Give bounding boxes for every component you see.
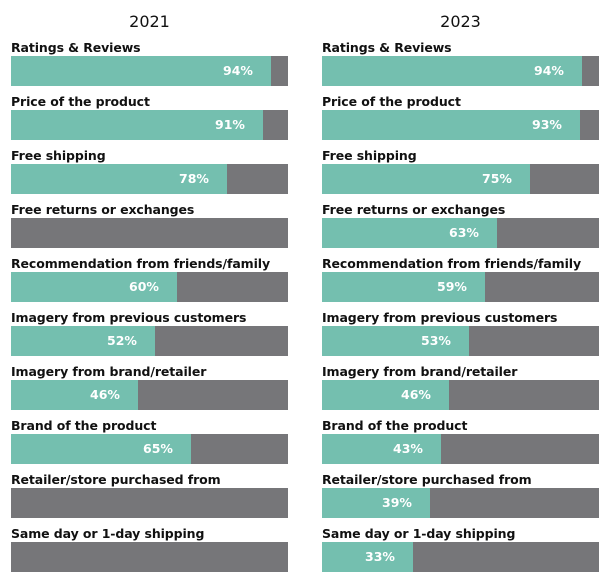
bar-row: Recommendation from friends/family 60% — [11, 254, 288, 308]
bar-track: 63% — [322, 218, 599, 248]
bar-fill — [11, 272, 177, 302]
category-label: Free returns or exchanges — [322, 202, 506, 217]
bar-track: 75% — [322, 164, 599, 194]
bar-row: Imagery from previous customers 53% — [322, 308, 599, 362]
bar-row: Ratings & Reviews 94% — [11, 38, 288, 92]
value-label: 63% — [449, 225, 479, 240]
category-label: Brand of the product — [322, 418, 468, 433]
value-label: 39% — [382, 495, 412, 510]
category-label: Recommendation from friends/family — [322, 256, 582, 271]
value-label: 94% — [223, 63, 253, 78]
category-label: Retailer/store purchased from — [322, 472, 532, 487]
bar-row: Free returns or exchanges — [11, 200, 288, 254]
category-label: Ratings & Reviews — [11, 40, 141, 55]
bar-fill — [322, 110, 580, 140]
category-label: Same day or 1-day shipping — [322, 526, 516, 541]
bar-track — [11, 488, 288, 518]
bar-fill — [11, 434, 191, 464]
value-label: 94% — [534, 63, 564, 78]
bar-track: 65% — [11, 434, 288, 464]
bar-track: 59% — [322, 272, 599, 302]
category-label: Brand of the product — [11, 418, 157, 433]
value-label: 46% — [401, 387, 431, 402]
value-label: 65% — [143, 441, 173, 456]
bar-track: 39% — [322, 488, 599, 518]
category-label: Ratings & Reviews — [322, 40, 452, 55]
value-label: 59% — [437, 279, 467, 294]
bar-fill — [322, 272, 485, 302]
bar-track: 94% — [11, 56, 288, 86]
bar-row: Ratings & Reviews 94% — [322, 38, 599, 92]
value-label: 91% — [215, 117, 245, 132]
category-label: Imagery from previous customers — [322, 310, 558, 325]
category-label: Free shipping — [322, 148, 417, 163]
bar-fill — [322, 434, 441, 464]
bar-fill — [322, 542, 413, 572]
bar-row: Imagery from previous customers 52% — [11, 308, 288, 362]
bar-row: Same day or 1-day shipping — [11, 524, 288, 578]
category-label: Same day or 1-day shipping — [11, 526, 205, 541]
bar-row: Free shipping 78% — [11, 146, 288, 200]
value-label: 78% — [179, 171, 209, 186]
category-label: Imagery from brand/retailer — [11, 364, 207, 379]
category-label: Price of the product — [322, 94, 461, 109]
chart-title-2021: 2021 — [129, 12, 170, 31]
bar-track — [11, 542, 288, 572]
value-label: 53% — [421, 333, 451, 348]
bar-track: 43% — [322, 434, 599, 464]
bar-fill — [322, 488, 430, 518]
bar-row: Brand of the product 43% — [322, 416, 599, 470]
bar-track: 94% — [322, 56, 599, 86]
category-label: Imagery from brand/retailer — [322, 364, 518, 379]
bar-fill — [11, 380, 138, 410]
bar-fill — [11, 164, 227, 194]
value-label: 52% — [107, 333, 137, 348]
bar-fill — [11, 110, 263, 140]
value-label: 43% — [393, 441, 423, 456]
bar-row: Price of the product 91% — [11, 92, 288, 146]
bar-track: 91% — [11, 110, 288, 140]
bar-row: Imagery from brand/retailer 46% — [322, 362, 599, 416]
bar-fill — [322, 56, 582, 86]
bar-row: Retailer/store purchased from — [11, 470, 288, 524]
bar-track: 33% — [322, 542, 599, 572]
bar-row: Recommendation from friends/family 59% — [322, 254, 599, 308]
value-label: 93% — [532, 117, 562, 132]
bar-track: 46% — [322, 380, 599, 410]
bar-track: 93% — [322, 110, 599, 140]
chart-title-2023: 2023 — [440, 12, 481, 31]
value-label: 33% — [365, 549, 395, 564]
bar-row: Free shipping 75% — [322, 146, 599, 200]
bar-row: Price of the product 93% — [322, 92, 599, 146]
bar-fill — [11, 326, 155, 356]
bar-track — [11, 218, 288, 248]
category-label: Imagery from previous customers — [11, 310, 247, 325]
bar-row: Brand of the product 65% — [11, 416, 288, 470]
bar-fill — [322, 164, 530, 194]
bar-row: Same day or 1-day shipping 33% — [322, 524, 599, 578]
bar-fill — [11, 56, 271, 86]
bar-row: Free returns or exchanges 63% — [322, 200, 599, 254]
bar-fill — [322, 380, 449, 410]
value-label: 46% — [90, 387, 120, 402]
category-label: Retailer/store purchased from — [11, 472, 221, 487]
bar-track: 52% — [11, 326, 288, 356]
value-label: 60% — [129, 279, 159, 294]
bar-row: Imagery from brand/retailer 46% — [11, 362, 288, 416]
category-label: Price of the product — [11, 94, 150, 109]
bar-list-2021: Ratings & Reviews 94% Price of the product… — [11, 38, 288, 578]
bar-track: 78% — [11, 164, 288, 194]
category-label: Free shipping — [11, 148, 106, 163]
bar-list-2023: Ratings & Reviews 94% Price of the product… — [322, 38, 599, 578]
category-label: Free returns or exchanges — [11, 202, 195, 217]
bar-fill — [322, 218, 497, 248]
bar-track: 60% — [11, 272, 288, 302]
bar-row: Retailer/store purchased from 39% — [322, 470, 599, 524]
bar-fill — [322, 326, 469, 356]
bar-track: 53% — [322, 326, 599, 356]
bar-track: 46% — [11, 380, 288, 410]
value-label: 75% — [482, 171, 512, 186]
category-label: Recommendation from friends/family — [11, 256, 271, 271]
